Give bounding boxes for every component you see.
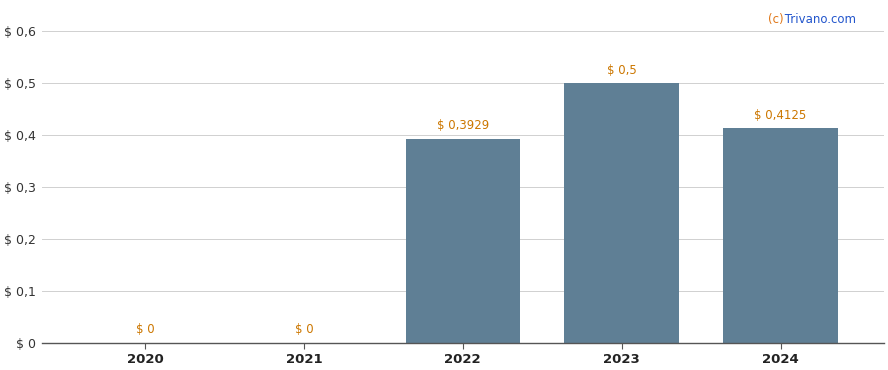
Bar xyxy=(406,139,520,343)
Text: $ 0: $ 0 xyxy=(136,323,155,336)
Bar xyxy=(565,83,678,343)
Text: (c): (c) xyxy=(768,13,784,26)
Text: $ 0,4125: $ 0,4125 xyxy=(755,109,806,122)
Text: $ 0,3929: $ 0,3929 xyxy=(437,120,489,132)
Text: Trivano.com: Trivano.com xyxy=(781,13,856,26)
Text: $ 0,5: $ 0,5 xyxy=(607,64,637,77)
Bar xyxy=(724,128,837,343)
Text: $ 0: $ 0 xyxy=(295,323,313,336)
